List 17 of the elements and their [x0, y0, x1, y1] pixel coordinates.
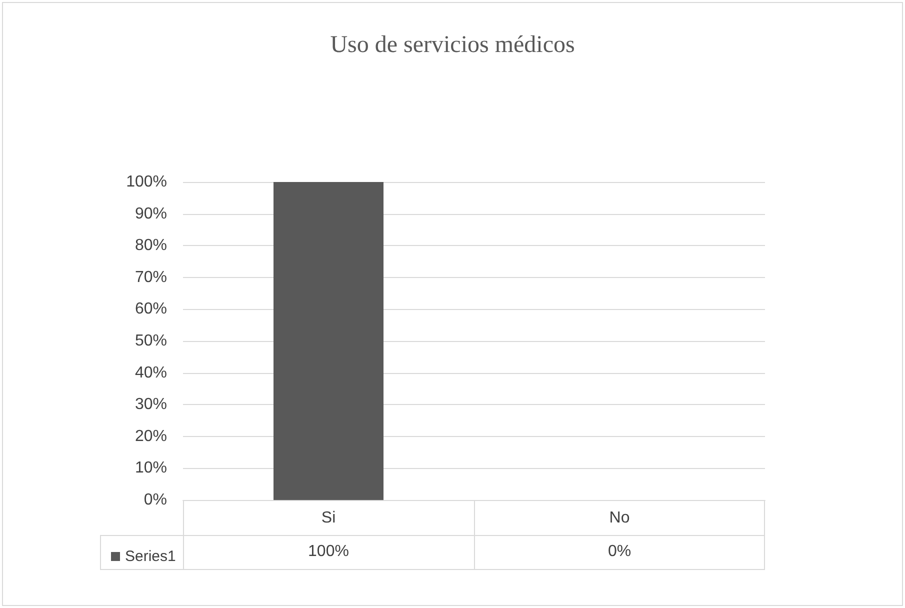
x-tick-label: Si — [321, 510, 336, 526]
chart-title: Uso de servicios médicos — [330, 32, 575, 58]
y-tick-label: 80% — [134, 237, 167, 254]
y-tick-label: 40% — [134, 364, 167, 382]
y-tick-label: 100% — [126, 174, 167, 190]
legend-label: Series1 — [125, 548, 176, 565]
data-label: 100% — [307, 542, 350, 562]
y-tick-label: 30% — [134, 396, 167, 414]
y-tick-label: 10% — [134, 460, 167, 477]
y-tick-label: 0% — [144, 492, 167, 508]
y-tick-label: 90% — [134, 205, 167, 222]
y-tick-label: 60% — [134, 300, 167, 318]
y-tick-label: 70% — [134, 268, 167, 286]
y-tick-label: 50% — [134, 332, 167, 350]
y-tick-label: 20% — [134, 428, 167, 445]
x-tick-label: No — [609, 510, 630, 526]
data-label: 0% — [606, 542, 632, 562]
